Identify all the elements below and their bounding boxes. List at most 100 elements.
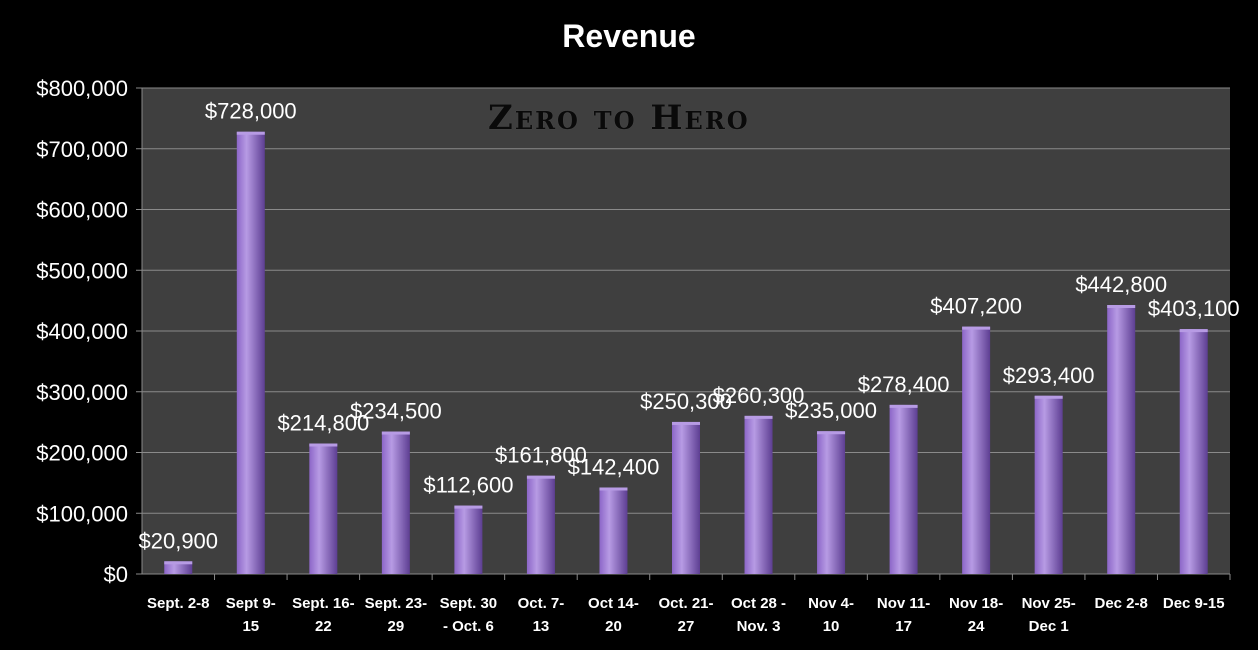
chart-title: Revenue — [562, 18, 696, 54]
y-tick-label: $200,000 — [36, 441, 128, 466]
x-tick-label: Dec 9-15 — [1163, 595, 1225, 612]
bar — [381, 431, 410, 574]
x-tick-label: Sept. 2-8 — [147, 595, 210, 612]
bar — [164, 561, 193, 574]
bar — [817, 431, 846, 574]
x-tick-label-line: - Oct. 6 — [443, 618, 494, 635]
x-tick-label: Sept. 16- 22 — [292, 595, 355, 635]
x-tick-label-line: 20 — [605, 618, 622, 635]
data-label: $214,800 — [277, 411, 369, 436]
x-tick-label-line: Dec 1 — [1029, 618, 1069, 635]
bar-top-highlight — [744, 415, 773, 419]
x-tick-label-line: Oct 14- — [588, 595, 639, 612]
data-label: $142,400 — [568, 454, 660, 479]
data-label: $728,000 — [205, 99, 297, 124]
bar — [962, 326, 991, 574]
bar — [454, 505, 483, 574]
y-tick-label: $100,000 — [36, 501, 128, 526]
x-tick-label-line: 27 — [678, 618, 695, 635]
bar — [526, 475, 555, 574]
x-tick-label-line: Nov. 3 — [737, 618, 781, 635]
bar-top-highlight — [672, 421, 700, 425]
x-tick-label: Dec 2-8 — [1095, 595, 1148, 612]
data-label: $442,800 — [1075, 272, 1167, 297]
x-tick-label-line: Dec 9-15 — [1163, 595, 1225, 612]
bar — [599, 487, 628, 574]
data-label: $235,000 — [785, 398, 877, 423]
bar — [744, 415, 773, 574]
x-tick-label: Sept. 30 - Oct. 6 — [440, 595, 498, 635]
bar-top-highlight — [599, 487, 628, 491]
y-tick-label: $300,000 — [36, 380, 128, 405]
x-tick-label-line: 24 — [968, 618, 985, 635]
y-tick-label: $600,000 — [36, 198, 128, 223]
x-tick-label-line: Sept. 23- — [365, 595, 428, 612]
bars — [164, 131, 1208, 575]
y-tick-label: $400,000 — [36, 319, 128, 344]
bar-top-highlight — [889, 404, 918, 408]
data-label: $250,300 — [640, 389, 732, 414]
data-label: $260,300 — [713, 383, 805, 408]
x-tick-labels: Sept. 2-8 Sept 9- 15 Sept. 16- 22 Sept. 23- 29… — [147, 595, 1225, 635]
bar — [672, 421, 700, 574]
bar-top-highlight — [817, 431, 846, 435]
x-tick-label-line: 15 — [242, 618, 259, 635]
x-tick-label-line: Nov 25- — [1022, 595, 1076, 612]
x-tick-label: Nov 4- 10 — [808, 595, 854, 635]
bar-top-highlight — [1107, 304, 1136, 308]
x-tick-label-line: Oct. 7- — [518, 595, 565, 612]
data-label: $293,400 — [1003, 363, 1095, 388]
x-tick-label: Nov 18- 24 — [949, 595, 1003, 635]
data-label: $278,400 — [858, 372, 950, 397]
x-tick-label: Nov 11- 17 — [877, 595, 930, 635]
bar-top-highlight — [381, 431, 410, 435]
y-tick-label: $500,000 — [36, 258, 128, 283]
bar-top-highlight — [962, 326, 991, 330]
bar-top-highlight — [236, 131, 265, 135]
data-label: $112,600 — [423, 473, 513, 498]
x-tick-label: Oct 28 - Nov. 3 — [731, 595, 786, 635]
x-tick-label-line: Nov 4- — [808, 595, 854, 612]
x-tick-label-line: 22 — [315, 618, 332, 635]
bar — [889, 404, 918, 574]
bar — [1107, 304, 1136, 574]
x-tick-label: Sept 9- 15 — [226, 595, 276, 635]
x-tick-label-line: 17 — [895, 618, 912, 635]
x-tick-label: Oct. 7- 13 — [518, 595, 565, 635]
data-label: $161,800 — [495, 443, 587, 468]
x-tick-label-line: Sept 9- — [226, 595, 276, 612]
y-tick-label: $700,000 — [36, 137, 128, 162]
x-tick-label-line: Sept. 30 — [440, 595, 498, 612]
y-tick-label: $0 — [104, 562, 128, 587]
bar-top-highlight — [1034, 395, 1063, 399]
x-tick-label-line: Oct 28 - — [731, 595, 786, 612]
bar — [236, 131, 265, 575]
x-tick-label: Nov 25- Dec 1 — [1022, 595, 1076, 635]
bar-top-highlight — [526, 475, 555, 479]
x-tick-label: Oct. 21- 27 — [658, 595, 713, 635]
watermark-text: Zero to Hero — [488, 98, 750, 138]
x-tick-label-line: 13 — [533, 618, 550, 635]
x-tick-label-line: Sept. 16- — [292, 595, 355, 612]
y-tick-labels: $0 $100,000 $200,000 $300,000 $400,000 $500,0… — [36, 76, 128, 587]
data-label: $407,200 — [930, 294, 1022, 319]
x-tick-label-line: Dec 2-8 — [1095, 595, 1148, 612]
x-tick-label: Sept. 23- 29 — [365, 595, 428, 635]
x-tick-label-line: 10 — [823, 618, 840, 635]
x-tick-label-line: 29 — [388, 618, 405, 635]
x-tick-label-line: Nov 18- — [949, 595, 1003, 612]
bar-top-highlight — [454, 505, 483, 509]
data-label: $403,100 — [1148, 296, 1240, 321]
data-labels: $20,900 $728,000 $214,800$234,500 $112,600 $… — [139, 99, 1240, 554]
data-label: $234,500 — [350, 399, 442, 424]
x-tick-label-line: Oct. 21- — [658, 595, 713, 612]
bar-top-highlight — [309, 443, 338, 447]
bar — [309, 443, 338, 574]
bar — [1034, 395, 1063, 574]
x-tick-label-line: Sept. 2-8 — [147, 595, 210, 612]
bar-top-highlight — [164, 561, 193, 565]
y-tick-label: $800,000 — [36, 76, 128, 101]
bar — [1179, 329, 1208, 574]
